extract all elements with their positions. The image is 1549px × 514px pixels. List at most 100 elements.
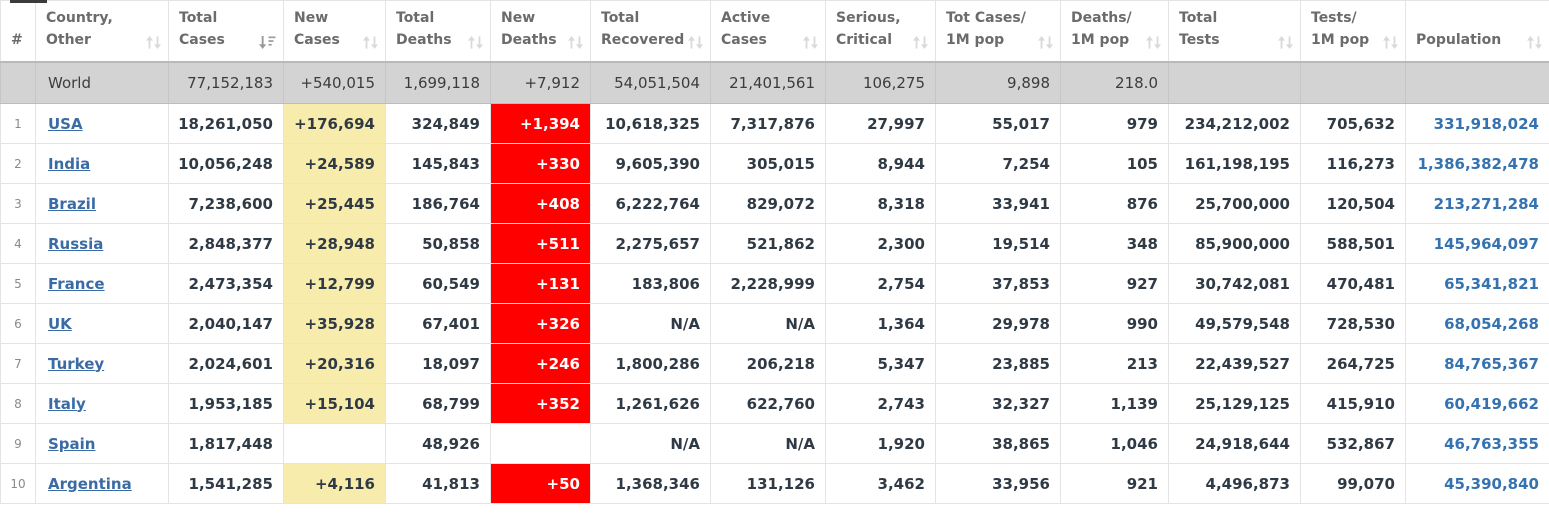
- rank-cell: 10: [0, 463, 36, 504]
- column-header-cases_per_1m[interactable]: Tot Cases/ 1M pop: [935, 0, 1061, 63]
- column-header-total_deaths[interactable]: Total Deaths: [385, 0, 491, 63]
- column-header-total_recovered[interactable]: Total Recovered: [590, 0, 711, 63]
- column-header-new_deaths[interactable]: New Deaths: [490, 0, 591, 63]
- country-link[interactable]: Spain: [48, 434, 96, 453]
- table-header: # Country, Other Total Cases New Cases Total…: [0, 0, 1549, 63]
- country-row: 5 France 2,473,354 +12,799 60,549 +131 183,806…: [0, 263, 1549, 304]
- rank-cell: 6: [0, 303, 36, 344]
- browser-tab-edge: [10, 0, 47, 3]
- country-link[interactable]: USA: [48, 114, 83, 133]
- column-header-country[interactable]: Country, Other: [35, 0, 169, 63]
- total-cases-cell: 7,238,600: [168, 183, 284, 224]
- total-deaths-cell: 50,858: [385, 223, 491, 264]
- total-deaths-cell: 186,764: [385, 183, 491, 224]
- sort-updown-icon[interactable]: [1038, 35, 1053, 49]
- sort-updown-icon[interactable]: [1278, 35, 1293, 49]
- sort-updown-icon[interactable]: [1527, 35, 1542, 49]
- country-cell: Italy: [35, 383, 169, 424]
- deaths-per-1m-cell: 876: [1060, 183, 1169, 224]
- total-tests-cell: 161,198,195: [1168, 143, 1301, 184]
- new-deaths-cell: +246: [490, 343, 591, 384]
- active-cases-cell: 131,126: [710, 463, 826, 504]
- country-link[interactable]: Brazil: [48, 194, 96, 213]
- sort-updown-icon[interactable]: [146, 35, 161, 49]
- active-cases-cell: 7,317,876: [710, 103, 826, 144]
- serious-critical-cell: 2,743: [825, 383, 936, 424]
- country-row: 9 Spain 1,817,448 48,926 N/A N/A 1,920 38,865 1,…: [0, 423, 1549, 464]
- sort-updown-icon[interactable]: [1146, 35, 1161, 49]
- column-header-active_cases[interactable]: Active Cases: [710, 0, 826, 63]
- tests-per-1m-cell: 728,530: [1300, 303, 1406, 344]
- country-link[interactable]: France: [48, 274, 105, 293]
- new-cases-cell: +35,928: [283, 303, 386, 344]
- rank-cell: 3: [0, 183, 36, 224]
- country-link[interactable]: India: [48, 154, 91, 173]
- total-deaths-cell: 41,813: [385, 463, 491, 504]
- column-header-population[interactable]: Population: [1405, 0, 1549, 63]
- new-deaths-cell: +330: [490, 143, 591, 184]
- total-deaths-cell: 1,699,118: [385, 61, 491, 104]
- serious-critical-cell: 1,364: [825, 303, 936, 344]
- sort-updown-icon[interactable]: [1383, 35, 1398, 49]
- country-cell: India: [35, 143, 169, 184]
- sort-updown-icon[interactable]: [913, 35, 928, 49]
- cases-per-1m-cell: 32,327: [935, 383, 1061, 424]
- deaths-per-1m-cell: 990: [1060, 303, 1169, 344]
- serious-critical-cell: 2,754: [825, 263, 936, 304]
- population-cell: 65,341,821: [1405, 263, 1549, 304]
- serious-critical-cell: 106,275: [825, 61, 936, 104]
- column-header-tests_per_1m[interactable]: Tests/ 1M pop: [1300, 0, 1406, 63]
- column-header-total_cases[interactable]: Total Cases: [168, 0, 284, 63]
- serious-critical-cell: 27,997: [825, 103, 936, 144]
- column-label: Total Recovered: [601, 9, 685, 49]
- deaths-per-1m-cell: 218.0: [1060, 61, 1169, 104]
- serious-critical-cell: 8,944: [825, 143, 936, 184]
- new-deaths-cell: +131: [490, 263, 591, 304]
- sort-updown-icon[interactable]: [568, 35, 583, 49]
- total-deaths-cell: 67,401: [385, 303, 491, 344]
- sort-updown-icon[interactable]: [468, 35, 483, 49]
- country-cell: Turkey: [35, 343, 169, 384]
- sort-updown-icon[interactable]: [363, 35, 378, 49]
- deaths-per-1m-cell: 927: [1060, 263, 1169, 304]
- country-link[interactable]: Argentina: [48, 474, 132, 493]
- column-header-serious_critical[interactable]: Serious, Critical: [825, 0, 936, 63]
- total-cases-cell: 2,040,147: [168, 303, 284, 344]
- population-cell: 68,054,268: [1405, 303, 1549, 344]
- sort-updown-icon[interactable]: [803, 35, 818, 49]
- column-header-total_tests[interactable]: Total Tests: [1168, 0, 1301, 63]
- column-label: New Cases: [294, 9, 340, 49]
- new-cases-cell: [283, 423, 386, 464]
- new-deaths-cell: +511: [490, 223, 591, 264]
- cases-per-1m-cell: 23,885: [935, 343, 1061, 384]
- population-cell: 331,918,024: [1405, 103, 1549, 144]
- sort-descending-active-icon[interactable]: [259, 35, 276, 49]
- tests-per-1m-cell: 588,501: [1300, 223, 1406, 264]
- country-link[interactable]: Turkey: [48, 354, 105, 373]
- new-cases-cell: +540,015: [283, 61, 386, 104]
- new-deaths-cell: +50: [490, 463, 591, 504]
- sort-updown-icon[interactable]: [688, 35, 703, 49]
- total-recovered-cell: 183,806: [590, 263, 711, 304]
- active-cases-cell: N/A: [710, 423, 826, 464]
- total-tests-cell: 234,212,002: [1168, 103, 1301, 144]
- serious-critical-cell: 1,920: [825, 423, 936, 464]
- country-row: 2 India 10,056,248 +24,589 145,843 +330 9,605,…: [0, 143, 1549, 184]
- country-link[interactable]: UK: [48, 314, 72, 333]
- total-recovered-cell: 1,800,286: [590, 343, 711, 384]
- total-tests-cell: [1168, 61, 1301, 104]
- column-header-deaths_per_1m[interactable]: Deaths/ 1M pop: [1060, 0, 1169, 63]
- country-link[interactable]: Russia: [48, 234, 104, 253]
- deaths-per-1m-cell: 1,046: [1060, 423, 1169, 464]
- serious-critical-cell: 5,347: [825, 343, 936, 384]
- country-row: 7 Turkey 2,024,601 +20,316 18,097 +246 1,800,2…: [0, 343, 1549, 384]
- cases-per-1m-cell: 9,898: [935, 61, 1061, 104]
- header-row: # Country, Other Total Cases New Cases Total…: [0, 0, 1549, 63]
- active-cases-cell: 2,228,999: [710, 263, 826, 304]
- column-header-new_cases[interactable]: New Cases: [283, 0, 386, 63]
- new-cases-cell: +20,316: [283, 343, 386, 384]
- total-cases-cell: 77,152,183: [168, 61, 284, 104]
- column-label: Total Deaths: [396, 9, 452, 49]
- country-link[interactable]: Italy: [48, 394, 86, 413]
